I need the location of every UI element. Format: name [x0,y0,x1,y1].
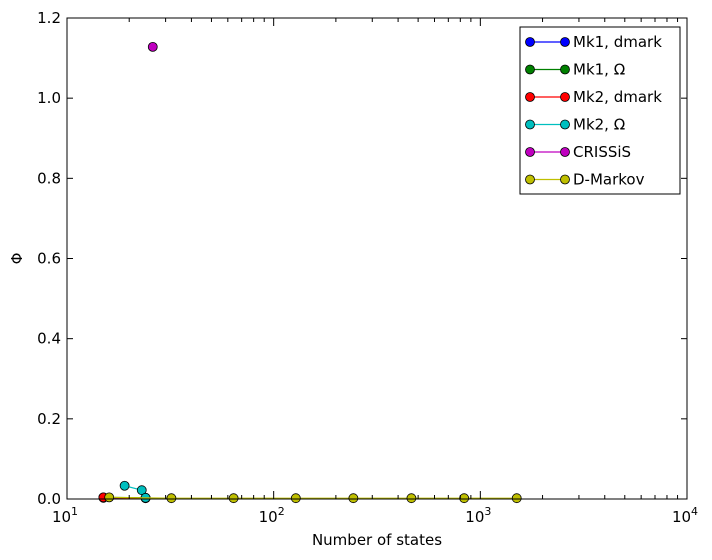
data-point [136,485,147,496]
x-tick-label: 104 [672,505,698,526]
ticks-layer: 0.0 0.2 0.4 0.6 0.8 1.0 1.2 101 102 103 104 [37,9,698,526]
legend-marker [525,147,535,157]
data-point [147,41,158,52]
legend-marker [525,119,535,130]
legend-label: CRISSiS [573,143,631,161]
legend-marker [525,174,535,185]
x-axis-label: Number of states [312,531,442,549]
y-tick-label: 0.0 [37,490,61,508]
legend-entry: Mk1, Ω [525,61,625,79]
labels-layer: Number of states Φ [8,253,442,549]
data-point [104,492,115,503]
legend-marker [560,64,570,75]
legend-label: D-Markov [573,171,645,189]
legend-label: Mk1, Ω [573,61,625,79]
legend-box [519,26,681,195]
data-layer [98,41,522,504]
legend-entry: CRISSiS [525,143,631,161]
legend-entry: Mk2, Ω [525,116,625,134]
legend-label: Mk1, dmark [573,33,662,51]
data-point [406,493,417,504]
legend-marker [525,92,535,102]
x-tick-label: 101 [52,505,78,526]
legend: Mk1, dmark Mk1, Ω Mk2, dmark Mk2, Ω CRISSiS D… [519,26,681,195]
y-tick-label: 0.6 [37,250,61,268]
data-point [511,493,522,504]
legend-entry: Mk1, dmark [525,33,662,51]
legend-entry: Mk2, dmark [525,88,662,106]
data-point [166,493,177,504]
legend-marker [560,92,570,102]
y-tick-label: 0.2 [37,410,61,428]
legend-marker [560,147,570,157]
data-point [290,493,301,504]
series-4 [147,41,158,52]
legend-marker [560,119,570,130]
legend-entry: D-Markov [525,171,645,189]
legend-marker [525,64,535,75]
legend-label: Mk2, dmark [573,88,662,106]
y-tick-label: 1.2 [37,9,61,27]
series-line [109,496,517,499]
legend-marker [560,37,570,47]
series-3 [119,480,151,503]
legend-marker [560,174,570,185]
data-point [348,493,359,504]
data-point [459,493,470,504]
legend-label: Mk2, Ω [573,116,625,134]
y-tick-label: 0.4 [37,330,61,348]
y-tick-label: 0.8 [37,169,61,187]
series-5 [104,492,522,504]
y-axis-label: Φ [8,253,26,265]
legend-marker [525,37,535,47]
data-point [119,480,130,491]
x-tick-label: 102 [259,505,285,526]
x-tick-label: 103 [465,505,491,526]
y-tick-label: 1.0 [37,89,61,107]
data-point [228,493,239,504]
